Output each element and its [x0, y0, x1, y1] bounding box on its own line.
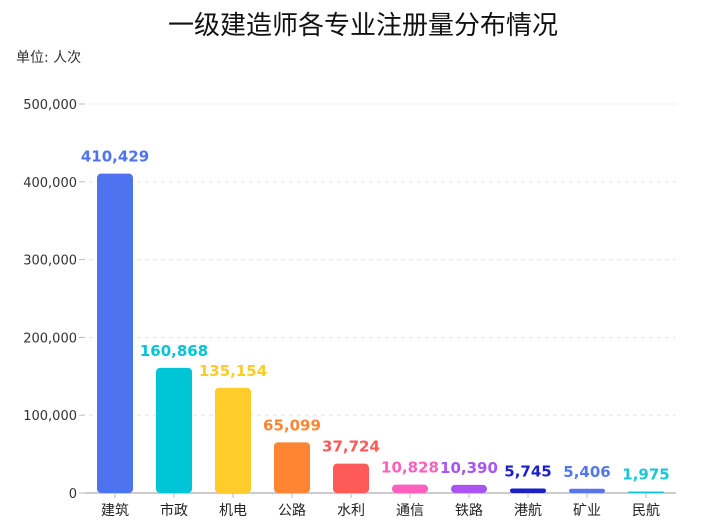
data-label: 5,406 [563, 463, 610, 481]
bar-矿业[interactable] [569, 488, 605, 493]
bar-通信[interactable] [392, 484, 428, 493]
y-tick-label: 400,000 [23, 176, 77, 191]
x-tick-label: 通信 [396, 503, 424, 519]
x-tick-label: 水利 [337, 503, 365, 519]
unit-label: 单位: 人次 [16, 50, 81, 66]
data-label: 1,975 [622, 465, 669, 483]
data-label: 410,429 [81, 148, 149, 166]
data-label: 160,868 [140, 342, 208, 360]
x-tick-label: 铁路 [455, 503, 483, 519]
data-label: 10,828 [381, 459, 439, 477]
y-tick-label: 100,000 [23, 409, 77, 424]
bar-机电[interactable] [215, 387, 251, 493]
data-label: 37,724 [322, 438, 380, 456]
bar-建筑[interactable] [97, 173, 133, 494]
data-label: 65,099 [263, 416, 321, 434]
x-tick-label: 公路 [278, 503, 306, 519]
data-label: 135,154 [199, 362, 267, 380]
bar-公路[interactable] [274, 442, 310, 493]
y-tick-label: 0 [69, 487, 77, 502]
bar-港航[interactable] [510, 488, 546, 493]
x-tick-label: 矿业 [573, 503, 601, 519]
data-label: 5,745 [504, 463, 551, 481]
bar-民航[interactable] [628, 491, 664, 493]
x-tick-label: 建筑 [101, 503, 129, 519]
x-tick-label: 市政 [160, 502, 188, 519]
chart-title: 一级建造师各专业注册量分布情况 [168, 11, 558, 41]
y-tick-label: 200,000 [23, 331, 77, 346]
y-tick-label: 500,000 [23, 98, 77, 113]
bar-水利[interactable] [333, 463, 369, 493]
x-tick-label: 机电 [219, 503, 247, 519]
bar-铁路[interactable] [451, 484, 487, 493]
y-tick-label: 300,000 [23, 254, 77, 269]
data-label: 10,390 [440, 459, 498, 477]
x-tick-label: 民航 [632, 503, 660, 519]
bar-市政[interactable] [156, 367, 192, 493]
x-tick-label: 港航 [514, 503, 542, 519]
